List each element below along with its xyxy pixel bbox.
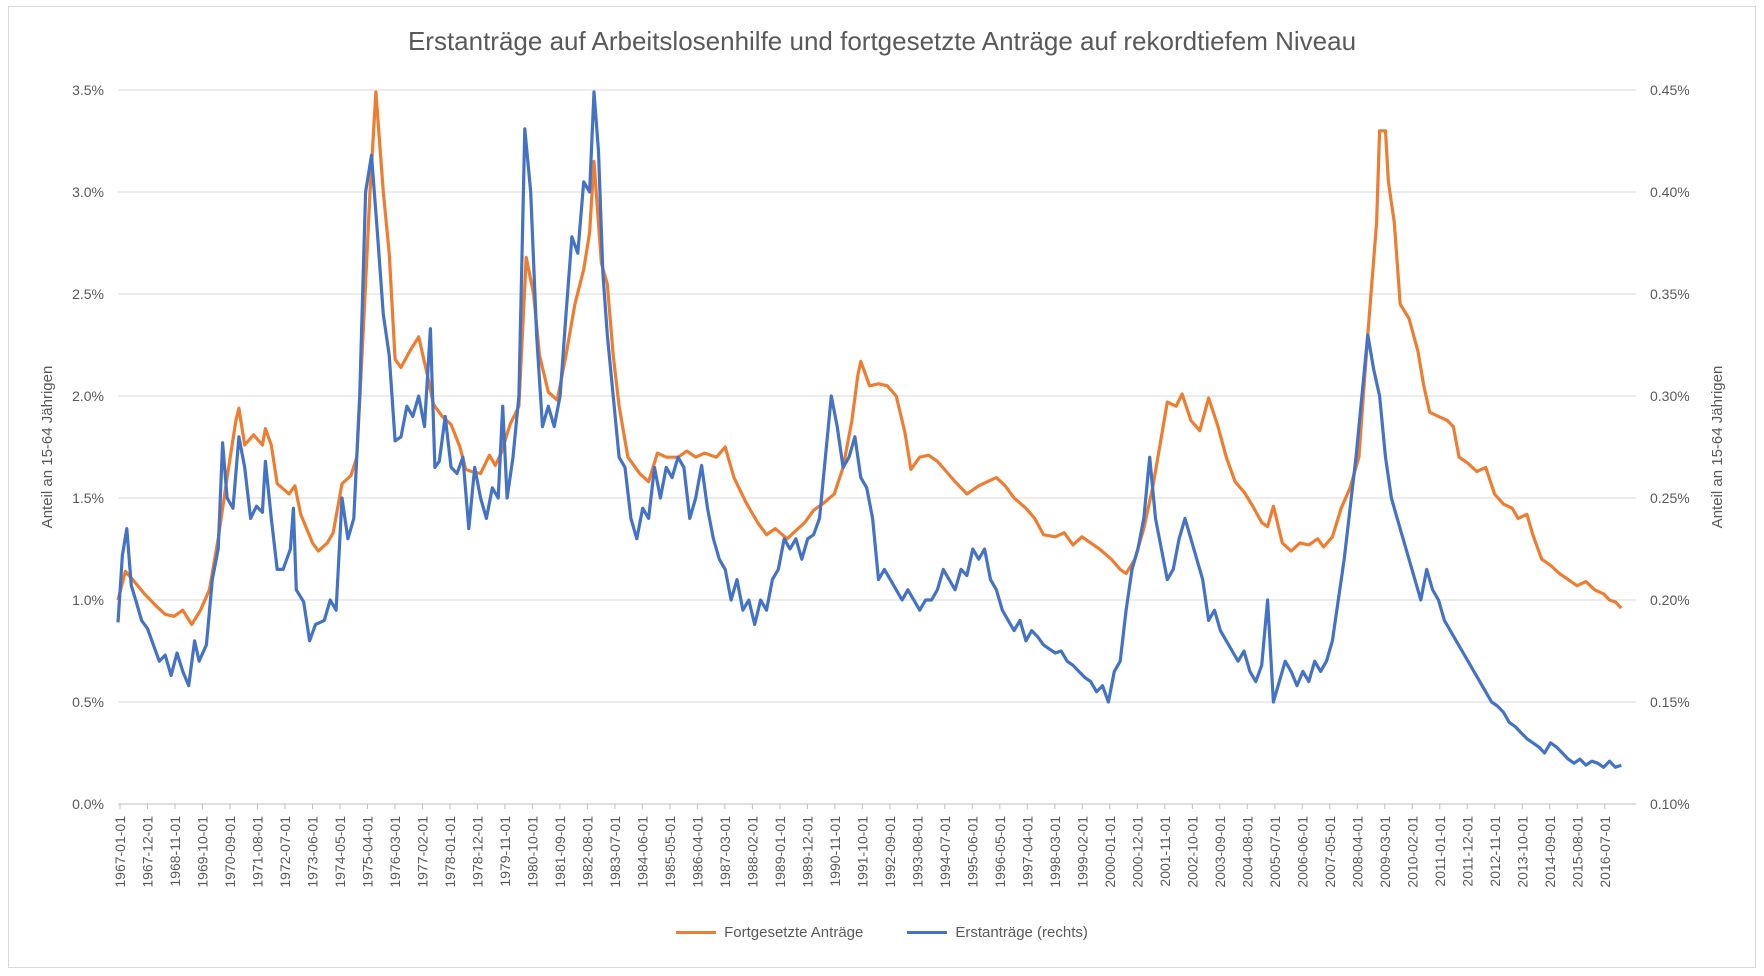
x-tick-label: 1970-09-01	[222, 816, 238, 888]
x-tick-label: 2000-12-01	[1129, 816, 1145, 888]
y-right-tick-label: 0.45%	[1650, 82, 1690, 98]
y-left-tick-label: 3.0%	[72, 184, 104, 200]
legend-label-fortgesetzte: Fortgesetzte Anträge	[724, 924, 864, 941]
series-line-erstantraege	[116, 90, 1622, 769]
x-tick-label: 1989-01-01	[772, 816, 788, 888]
chart-title: Erstanträge auf Arbeitslosenhilfe und fo…	[407, 26, 1357, 56]
x-tick-label: 1973-06-01	[304, 816, 320, 888]
legend-item-fortgesetzte: Fortgesetzte Anträge	[676, 924, 863, 941]
x-tick-label: 1982-08-01	[579, 816, 595, 888]
legend: Fortgesetzte Anträge Erstanträge (rechts…	[0, 924, 1764, 941]
x-tick-label: 1986-04-01	[689, 816, 705, 888]
x-tick-label: 1981-09-01	[552, 816, 568, 888]
legend-swatch-orange	[676, 931, 717, 934]
x-tick-label: 1999-02-01	[1074, 816, 1090, 888]
y-left-tick-label: 1.0%	[72, 592, 104, 608]
x-tick-label: 2007-05-01	[1322, 816, 1338, 888]
x-tick-label: 2003-09-01	[1212, 816, 1228, 888]
x-tick-label: 1978-01-01	[442, 816, 458, 888]
x-tick-label: 1991-10-01	[854, 816, 870, 888]
x-tick-label: 1988-02-01	[744, 816, 760, 888]
x-tick-label: 1980-10-01	[524, 816, 540, 888]
y-right-tick-label: 0.40%	[1650, 184, 1690, 200]
x-tick-label: 1977-02-01	[414, 816, 430, 888]
x-tick-label: 1976-03-01	[387, 816, 403, 888]
x-tick-label: 1979-11-01	[497, 816, 513, 887]
legend-item-erstantraege: Erstanträge (rechts)	[907, 924, 1088, 941]
x-tick-label: 2006-06-01	[1294, 816, 1310, 888]
x-tick-label: 2001-11-01	[1157, 816, 1173, 887]
x-tick-label: 2002-10-01	[1184, 816, 1200, 888]
x-tick-label: 1974-05-01	[332, 816, 348, 888]
x-tick-label: 1992-09-01	[882, 816, 898, 888]
x-tick-label: 2004-08-01	[1239, 816, 1255, 888]
y-axis-title-left: Anteil an 15-64 Jährigen	[39, 366, 56, 529]
legend-swatch-blue	[907, 931, 948, 934]
y-left-tick-label: 0.5%	[72, 694, 104, 710]
x-tick-label: 1998-03-01	[1047, 816, 1063, 888]
x-tick-label: 1983-07-01	[607, 816, 623, 888]
y-left-tick-label: 3.5%	[72, 82, 104, 98]
x-tick-label: 2011-01-01	[1432, 816, 1448, 887]
x-tick-label: 2016-07-01	[1597, 816, 1613, 888]
x-tick-label: 2013-10-01	[1514, 816, 1530, 888]
x-tick-label: 2008-04-01	[1349, 816, 1365, 888]
x-tick-label: 1993-08-01	[909, 816, 925, 888]
series-line-fortgesetzte	[116, 90, 1623, 627]
x-tick-label: 2005-07-01	[1267, 816, 1283, 888]
legend-label-erstantraege: Erstanträge (rechts)	[955, 924, 1088, 941]
x-tick-label: 1967-12-01	[139, 816, 155, 888]
x-tick-label: 2011-12-01	[1459, 816, 1475, 887]
x-tick-label: 2015-08-01	[1569, 816, 1585, 888]
x-tick-label: 1978-12-01	[469, 816, 485, 888]
x-tick-label: 1969-10-01	[194, 816, 210, 888]
x-tick-label: 1985-05-01	[662, 816, 678, 888]
x-tick-label: 1990-11-01	[827, 816, 843, 887]
x-tick-label: 1971-08-01	[249, 816, 265, 888]
y-right-tick-label: 0.25%	[1650, 490, 1690, 506]
x-tick-label: 1995-06-01	[964, 816, 980, 888]
x-tick-label: 1996-05-01	[992, 816, 1008, 888]
y-right-tick-label: 0.30%	[1650, 388, 1690, 404]
x-tick-label: 1994-07-01	[937, 816, 953, 888]
y-left-tick-label: 2.0%	[72, 388, 104, 404]
x-tick-label: 1968-11-01	[167, 816, 183, 887]
x-tick-label: 2012-11-01	[1487, 816, 1503, 887]
x-tick-label: 2009-03-01	[1377, 816, 1393, 888]
y-left-tick-label: 0.0%	[72, 796, 104, 812]
chart-frame	[8, 6, 1756, 968]
x-tick-label: 1989-12-01	[799, 816, 815, 888]
y-right-tick-label: 0.10%	[1650, 796, 1690, 812]
x-tick-label: 2000-01-01	[1102, 816, 1118, 888]
y-left-tick-label: 2.5%	[72, 286, 104, 302]
y-right-tick-label: 0.35%	[1650, 286, 1690, 302]
x-tick-label: 1997-04-01	[1019, 816, 1035, 888]
x-tick-label: 1967-01-01	[112, 816, 128, 888]
x-tick-label: 1987-03-01	[717, 816, 733, 888]
y-axis-title-right: Anteil an 15-64 Jährigen	[1709, 366, 1726, 529]
x-tick-label: 1975-04-01	[359, 816, 375, 888]
x-tick-label: 2014-09-01	[1542, 816, 1558, 888]
y-right-tick-label: 0.15%	[1650, 694, 1690, 710]
y-left-tick-label: 1.5%	[72, 490, 104, 506]
y-right-tick-label: 0.20%	[1650, 592, 1690, 608]
x-tick-label: 1972-07-01	[277, 816, 293, 888]
x-tick-label: 1984-06-01	[634, 816, 650, 888]
x-tick-label: 2010-02-01	[1404, 816, 1420, 888]
